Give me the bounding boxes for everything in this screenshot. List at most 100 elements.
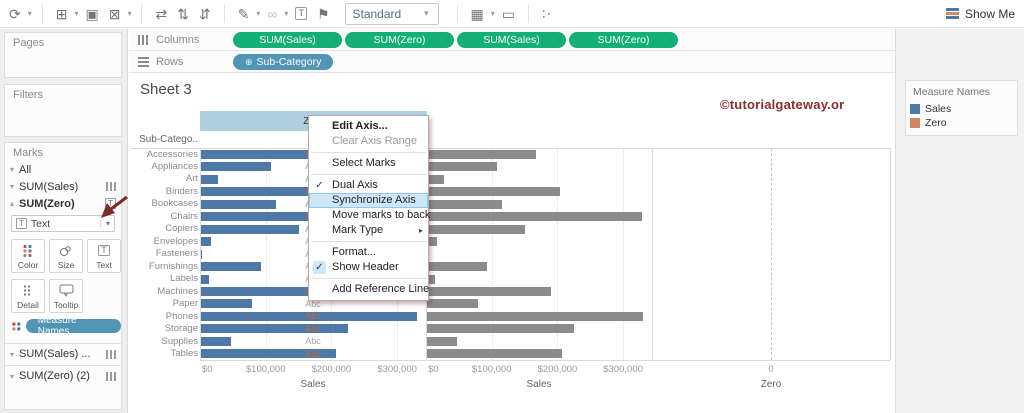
category-label[interactable]: Tables [170, 348, 198, 360]
chevron-icon[interactable]: ▾ [9, 349, 14, 359]
sales-bar[interactable] [200, 262, 261, 272]
size-button[interactable]: Size [49, 239, 83, 273]
category-label[interactable]: Binders [165, 185, 198, 197]
chevron-icon[interactable]: ▾ [9, 371, 14, 381]
new-worksheet-icon[interactable]: ⊞ [55, 5, 68, 22]
pill-card-row-1[interactable]: ▾ SUM(Zero) (2) [5, 365, 121, 386]
menu-item-mark-type[interactable]: Mark Type ▸ [332, 224, 423, 236]
duplicate-sheet-icon[interactable]: ▣ [85, 5, 99, 22]
sales-bar[interactable] [200, 174, 219, 184]
sales-bar-dual[interactable] [426, 187, 561, 197]
sales-bar-dual[interactable] [426, 274, 435, 284]
sales-bar[interactable] [200, 199, 276, 209]
category-label[interactable]: Accessories [146, 148, 198, 160]
menu-item-move-marks-to-back[interactable]: Move marks to back [332, 209, 431, 221]
presentation-mode-icon[interactable]: ▭ [501, 5, 515, 22]
row-field-header[interactable]: Sub-Catego.. [139, 134, 198, 145]
color-button[interactable]: Color [11, 239, 45, 273]
sales-bar[interactable] [200, 249, 203, 259]
detail-button[interactable]: Detail [11, 279, 45, 313]
highlight-caret[interactable]: ▾ [256, 9, 261, 18]
chevron-down-icon[interactable]: ▾ [99, 219, 110, 228]
sales-bar-dual[interactable] [426, 149, 537, 159]
category-label[interactable]: Art [185, 173, 198, 185]
swap-rows-columns-icon[interactable]: ⇄ [155, 5, 168, 22]
fit-selector[interactable]: Standard ▾ [344, 2, 439, 25]
sales-bar-dual[interactable] [426, 224, 525, 234]
category-label[interactable]: Labels [170, 273, 198, 285]
category-label[interactable]: Machines [157, 285, 198, 297]
group-members-icon[interactable]: ∞ [267, 5, 278, 22]
sales-bar-dual[interactable] [426, 349, 563, 359]
column-pill-0[interactable]: SUM(Sales) [233, 32, 342, 48]
menu-item-show-header[interactable]: Show Header ✓ [309, 260, 428, 275]
text-button[interactable]: T Text [87, 239, 121, 273]
axis-title[interactable]: Sales [300, 379, 326, 390]
sales-bar-dual[interactable] [426, 324, 574, 334]
sales-bar[interactable] [200, 237, 212, 247]
menu-item-synchronize-axis[interactable]: Synchronize Axis [309, 193, 428, 208]
sales-bar-dual[interactable] [426, 199, 502, 209]
sales-bar[interactable] [200, 187, 335, 197]
sort-ascending-icon[interactable]: ⇅ [177, 5, 189, 22]
category-label[interactable]: Appliances [151, 160, 198, 172]
menu-item-add-reference-line[interactable]: Add Reference Line [332, 283, 430, 295]
marks-row-sum-zero-[interactable]: ▴ SUM(Zero) T [5, 195, 121, 212]
marks-row-sum-sales-[interactable]: ▾ SUM(Sales) [5, 178, 121, 195]
category-label[interactable]: Envelopes [153, 235, 198, 247]
sales-bar[interactable] [200, 299, 253, 309]
chevron-icon[interactable]: ▾ [9, 165, 14, 174]
sales-bar[interactable] [200, 274, 209, 284]
legend-item-sales[interactable]: Sales [906, 102, 1017, 116]
category-label[interactable]: Bookcases [151, 198, 198, 210]
filters-shelf[interactable]: Filters [4, 84, 122, 137]
sales-bar-dual[interactable] [426, 162, 498, 172]
category-label[interactable]: Furnishings [148, 260, 198, 272]
chevron-down-icon[interactable]: ▾ [423, 8, 429, 18]
mark-type-dropdown[interactable]: T Text ▾ [11, 215, 115, 232]
show-me-button[interactable]: Show Me [945, 0, 1015, 28]
sales-bar[interactable] [200, 349, 337, 359]
menu-item-format-[interactable]: Format... [332, 246, 377, 258]
sales-bar-dual[interactable] [426, 174, 445, 184]
fix-axes-icon[interactable]: ⚑ [316, 5, 330, 22]
column-pill-2[interactable]: SUM(Sales) [457, 32, 566, 48]
sales-bar-dual[interactable] [426, 336, 458, 346]
axis-title[interactable]: Zero [760, 379, 782, 390]
share-icon[interactable]: ∴ [538, 9, 555, 18]
menu-item-dual-axis[interactable]: Dual Axis ✓ [309, 178, 428, 193]
category-label[interactable]: Storage [164, 323, 198, 335]
pages-shelf[interactable]: Pages [4, 32, 122, 78]
sales-bar[interactable] [200, 324, 348, 334]
menu-item-edit-axis-[interactable]: Edit Axis... [332, 120, 388, 132]
group-members-caret[interactable]: ▾ [284, 9, 289, 18]
sales-bar[interactable] [200, 224, 299, 234]
menu-item-select-marks[interactable]: Select Marks [332, 157, 396, 169]
category-label[interactable]: Chairs [170, 210, 198, 222]
chevron-icon[interactable]: ▴ [9, 199, 14, 208]
clear-sheet-icon[interactable]: ⊠ [108, 5, 121, 22]
sales-bar[interactable] [200, 149, 311, 159]
sales-bar[interactable] [200, 336, 232, 346]
clear-sheet-caret[interactable]: ▾ [127, 9, 132, 18]
column-pill-1[interactable]: SUM(Zero) [345, 32, 454, 48]
category-label[interactable]: Supplies [161, 335, 198, 347]
sales-bar[interactable] [200, 286, 325, 296]
sales-bar-dual[interactable] [426, 212, 643, 222]
sales-bar-dual[interactable] [426, 299, 479, 309]
new-worksheet-caret[interactable]: ▾ [74, 9, 79, 18]
tooltip-button[interactable]: Tooltip [49, 279, 83, 313]
axis-title[interactable]: Sales [526, 379, 552, 390]
sales-bar[interactable] [200, 162, 272, 172]
rows-shelf[interactable]: Rows ⊕ Sub-Category [129, 51, 895, 73]
pill-card-row-0[interactable]: ▾ SUM(Sales) ... [5, 343, 121, 364]
sales-bar-dual[interactable] [426, 237, 438, 247]
sales-bar-dual[interactable] [426, 262, 487, 272]
highlight-icon[interactable]: ✎ [237, 5, 250, 22]
marks-row-all[interactable]: ▾ All [5, 161, 121, 178]
show-me-panel-icon[interactable]: ▦ [470, 5, 484, 22]
category-label[interactable]: Copiers [165, 223, 198, 235]
columns-shelf[interactable]: Columns SUM(Sales) SUM(Zero) SUM(Sales) SUM… [129, 29, 895, 51]
refresh-caret[interactable]: ▾ [27, 9, 32, 18]
measure-names-pill[interactable]: Measure Names [25, 315, 121, 337]
